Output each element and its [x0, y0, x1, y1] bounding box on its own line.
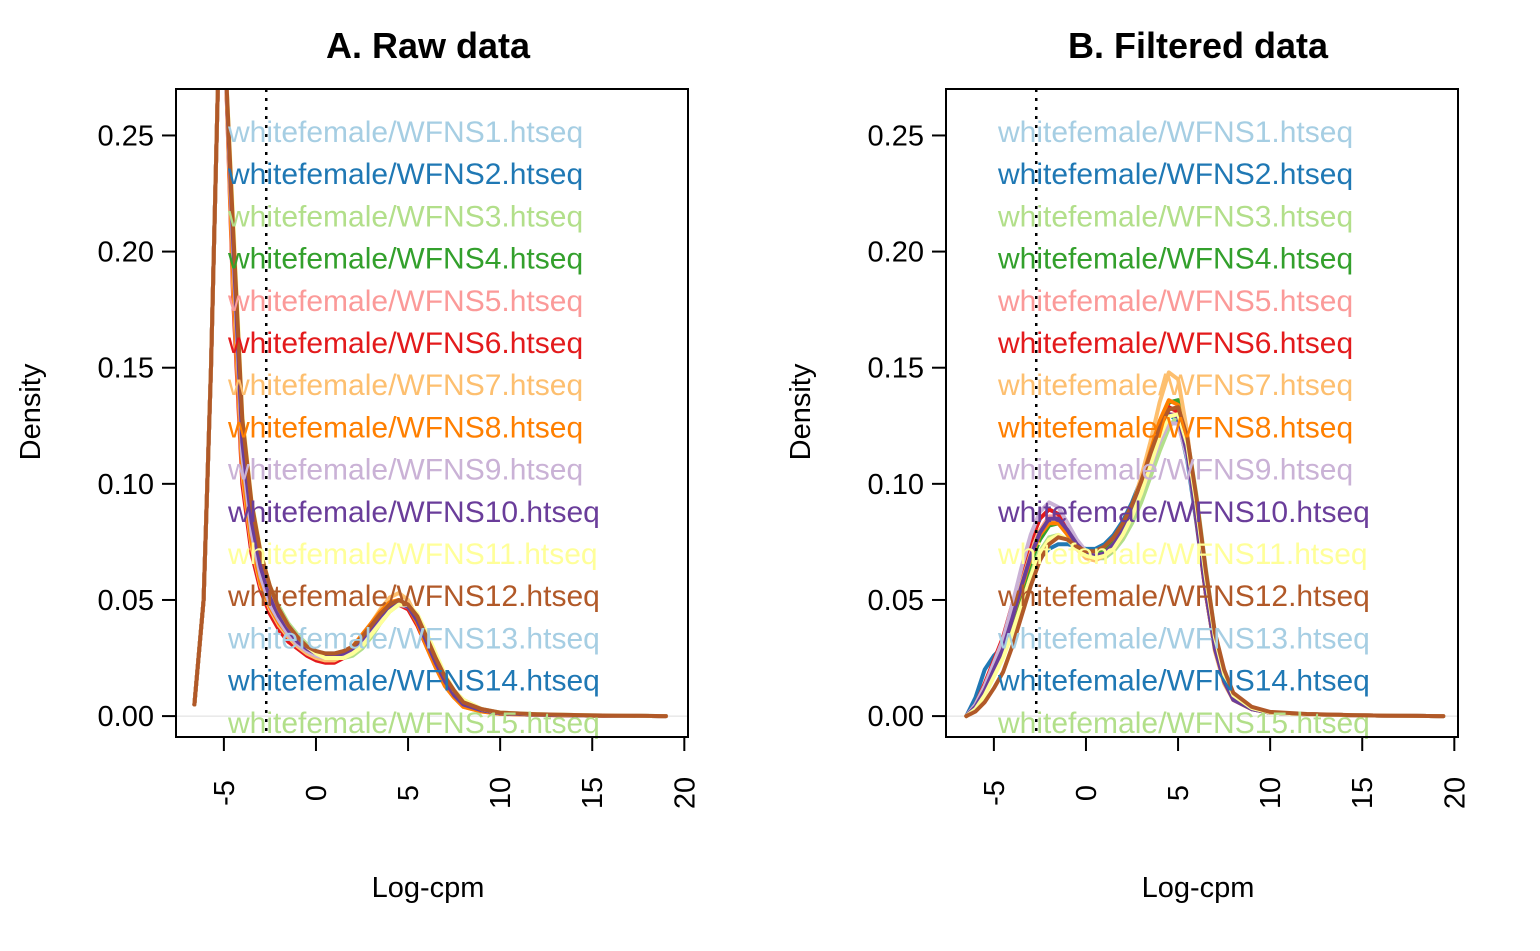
y-tick-label: 0.20 [98, 237, 154, 269]
x-tick-label: 10 [485, 777, 517, 809]
x-tick-label: 15 [1347, 777, 1379, 809]
legend-entry-15: whitefemale/WFNS15.htseq [997, 707, 1370, 740]
legend-entry-10: whitefemale/WFNS10.htseq [997, 496, 1370, 529]
y-tick-label: 0.25 [868, 120, 924, 152]
x-tick-label: 20 [1439, 777, 1471, 809]
legend-entry-10: whitefemale/WFNS10.htseq [227, 496, 600, 529]
legend-entry-6: whitefemale/WFNS6.htseq [997, 327, 1353, 360]
panel-b-y-axis: 0.00 0.05 0.10 0.15 0.20 0.25 [868, 120, 947, 733]
legend-entry-14: whitefemale/WFNS14.htseq [227, 665, 600, 698]
x-tick-label: 0 [1071, 785, 1103, 801]
panel-a-curves [192, 89, 668, 719]
y-tick-label: 0.05 [868, 585, 924, 617]
legend-entry-13: whitefemale/WFNS13.htseq [997, 622, 1370, 655]
density-curve-12 [192, 89, 668, 719]
y-tick-label: 0.05 [98, 585, 154, 617]
panel-a-y-axis: 0.00 0.05 0.10 0.15 0.20 0.25 [98, 120, 177, 733]
panel-b-curves [964, 370, 1446, 719]
legend-entry-3: whitefemale/WFNS3.htseq [227, 200, 583, 233]
legend-entry-5: whitefemale/WFNS5.htseq [227, 285, 583, 318]
density-curve-12 [964, 405, 1446, 719]
density-curve-10 [964, 412, 1446, 719]
legend-entry-14: whitefemale/WFNS14.htseq [997, 665, 1370, 698]
panel-filtered-data: B. Filtered data Log-cpm Density whitefe… [785, 25, 1471, 904]
legend-entry-5: whitefemale/WFNS5.htseq [997, 285, 1353, 318]
panel-b-xlabel: Log-cpm [1142, 872, 1255, 904]
legend-entry-12: whitefemale/WFNS12.htseq [227, 580, 600, 613]
x-tick-label: 20 [669, 777, 701, 809]
legend-entry-2: whitefemale/WFNS2.htseq [227, 158, 583, 191]
panel-a-title: A. Raw data [326, 25, 531, 66]
x-tick-label: 5 [1163, 785, 1195, 801]
panel-raw-data: A. Raw data Log-cpm Density whitefemale/… [15, 25, 701, 904]
legend-entry-11: whitefemale/WFNS11.htseq [997, 538, 1368, 571]
y-tick-label: 0.00 [868, 701, 924, 733]
legend-entry-4: whitefemale/WFNS4.htseq [227, 243, 583, 276]
legend-entry-6: whitefemale/WFNS6.htseq [227, 327, 583, 360]
x-tick-label: -5 [979, 780, 1011, 806]
x-tick-label: -5 [209, 780, 241, 806]
x-tick-label: 5 [393, 785, 425, 801]
legend-entry-7: whitefemale/WFNS7.htseq [997, 369, 1353, 402]
panel-b-x-axis: -5 0 5 10 15 20 [979, 736, 1471, 809]
legend-entry-9: whitefemale/WFNS9.htseq [227, 454, 583, 487]
y-tick-label: 0.10 [868, 469, 924, 501]
y-tick-label: 0.20 [868, 237, 924, 269]
legend-entry-4: whitefemale/WFNS4.htseq [997, 243, 1353, 276]
x-tick-label: 0 [301, 785, 333, 801]
y-tick-label: 0.15 [98, 353, 154, 385]
x-tick-label: 10 [1255, 777, 1287, 809]
legend-entry-2: whitefemale/WFNS2.htseq [997, 158, 1353, 191]
panel-a-xlabel: Log-cpm [372, 872, 485, 904]
legend-entry-11: whitefemale/WFNS11.htseq [227, 538, 598, 571]
legend-entry-1: whitefemale/WFNS1.htseq [227, 116, 583, 149]
legend-entry-7: whitefemale/WFNS7.htseq [227, 369, 583, 402]
y-tick-label: 0.15 [868, 353, 924, 385]
legend-entry-13: whitefemale/WFNS13.htseq [227, 622, 600, 655]
panel-a-legend: whitefemale/WFNS1.htseq whitefemale/WFNS2… [227, 116, 600, 740]
legend-entry-15: whitefemale/WFNS15.htseq [227, 707, 600, 740]
y-tick-label: 0.00 [98, 701, 154, 733]
panel-a-ylabel: Density [15, 363, 47, 460]
panel-b-legend: whitefemale/WFNS1.htseq whitefemale/WFNS2… [997, 116, 1370, 740]
panel-b-ylabel: Density [785, 363, 817, 460]
legend-entry-3: whitefemale/WFNS3.htseq [997, 200, 1353, 233]
panel-b-title: B. Filtered data [1068, 25, 1329, 66]
legend-entry-9: whitefemale/WFNS9.htseq [997, 454, 1353, 487]
legend-entry-1: whitefemale/WFNS1.htseq [997, 116, 1353, 149]
legend-entry-8: whitefemale/WFNS8.htseq [997, 411, 1353, 444]
legend-entry-12: whitefemale/WFNS12.htseq [997, 580, 1370, 613]
y-tick-label: 0.10 [98, 469, 154, 501]
panel-a-x-axis: -5 0 5 10 15 20 [209, 736, 701, 809]
legend-entry-8: whitefemale/WFNS8.htseq [227, 411, 583, 444]
y-tick-label: 0.25 [98, 120, 154, 152]
x-tick-label: 15 [577, 777, 609, 809]
